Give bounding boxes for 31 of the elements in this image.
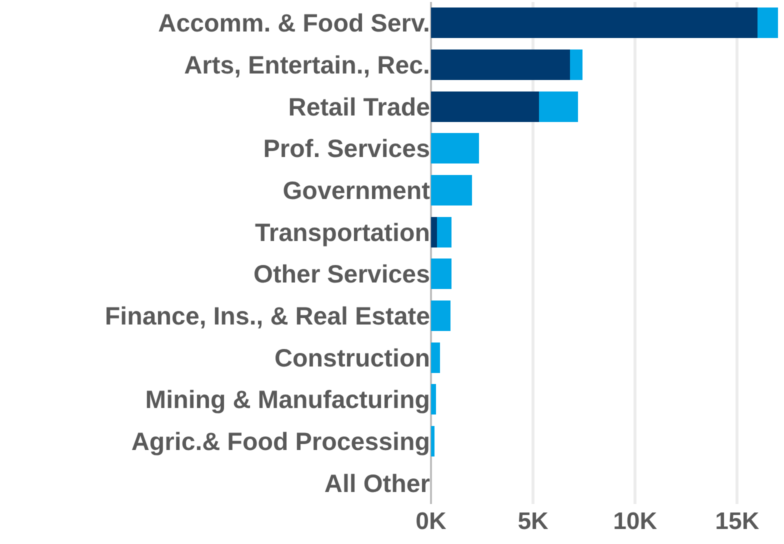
y-tick-label: Mining & Manufacturing xyxy=(145,386,430,414)
y-tick-label: Finance, Ins., & Real Estate xyxy=(104,302,430,330)
bar xyxy=(758,8,778,38)
bar xyxy=(431,216,438,248)
x-tick-label: 0K xyxy=(416,508,448,535)
bar xyxy=(431,258,452,290)
bar xyxy=(539,91,578,122)
y-tick-label: Government xyxy=(282,177,431,205)
y-tick-label: Agric.& Food Processing xyxy=(131,428,430,456)
x-tick-label: 5K xyxy=(518,508,550,535)
bar xyxy=(431,91,540,122)
bar xyxy=(431,426,435,457)
bar xyxy=(431,300,450,332)
y-tick-label: Arts, Entertain., Rec. xyxy=(184,52,430,80)
bar xyxy=(431,8,758,38)
bar xyxy=(570,49,583,80)
bar xyxy=(431,342,440,373)
y-tick-label: Accomm. & Food Serv. xyxy=(158,10,430,38)
x-tick-label: 10K xyxy=(613,508,658,535)
bar xyxy=(431,49,570,80)
y-tick-label: Prof. Services xyxy=(263,135,430,164)
x-tick-label: 15K xyxy=(715,508,760,535)
y-tick-label: Retail Trade xyxy=(288,93,430,122)
y-tick-label: Construction xyxy=(274,344,430,372)
y-tick-label: Other Services xyxy=(254,260,430,289)
bar xyxy=(431,174,472,206)
y-tick-label: Transportation xyxy=(254,218,430,247)
bar xyxy=(431,133,479,164)
bar xyxy=(437,216,452,248)
bar xyxy=(431,384,436,415)
y-tick-label: All Other xyxy=(324,470,430,498)
